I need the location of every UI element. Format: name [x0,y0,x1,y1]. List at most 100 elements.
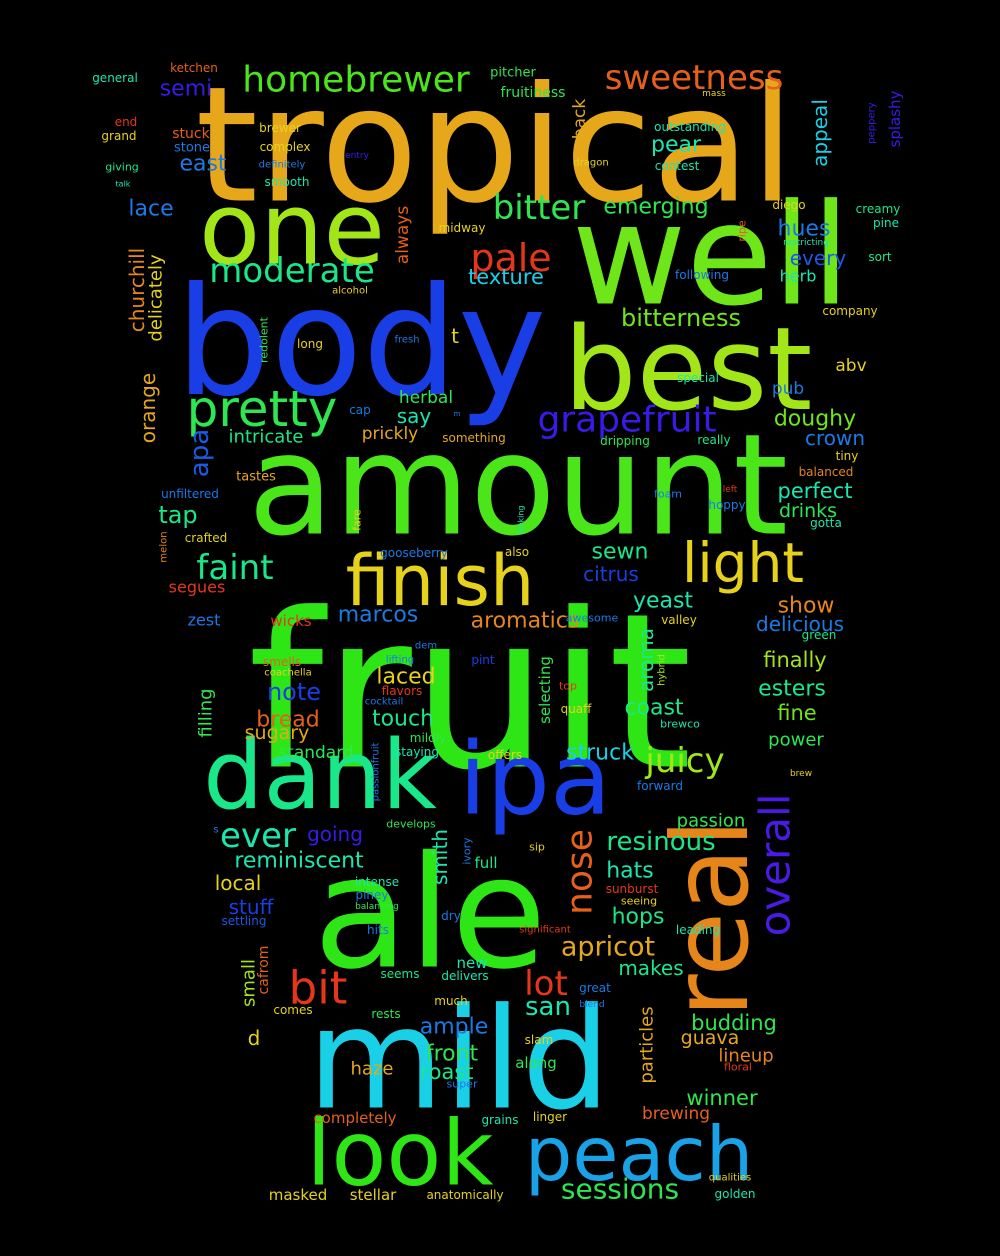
word-stellar: stellar [350,1186,397,1204]
word-d: d [248,1026,261,1050]
word-fresh: fresh [394,335,419,346]
word-floral: floral [724,1061,752,1074]
word-herbal: herbal [399,388,453,408]
word-great: great [579,981,611,995]
word-sessions: sessions [561,1173,679,1206]
word-amount: amount [248,405,788,568]
word-power: power [768,730,824,751]
word-stone: stone [174,141,210,156]
word-settling: settling [222,914,267,928]
word-hits: hits [367,923,389,937]
word-general: general [92,71,138,85]
word-staying: staying [395,745,439,759]
word-fruitiness: fruitiness [501,85,566,101]
word-super: super [447,1078,478,1091]
word-cafrom: cafrom [256,946,272,995]
word-lifting: lifting [386,655,414,666]
word-dripping: dripping [600,434,650,448]
word-texture: texture [468,265,544,289]
word-always: always [393,206,413,265]
word-slam: slam [525,1033,554,1047]
word-balancing: balancing [355,902,399,912]
word-east: east [179,152,226,177]
word-prickly: prickly [362,424,418,444]
word-anatomically: anatomically [426,1188,503,1202]
word-grand: grand [101,129,136,143]
word-orange: orange [136,373,160,443]
word-body: body [176,256,547,430]
word-completely: completely [313,1109,396,1127]
word-dem: dem [415,641,437,652]
word-sip: sip [529,841,545,854]
word-awesome: awesome [566,612,619,625]
word-look: look [306,1102,493,1207]
word-much: much [434,994,468,1008]
word-small: small [239,959,260,1007]
word-redolent: redolent [258,316,271,363]
word-talk: talk [116,180,131,189]
word-standard: standard [278,743,353,763]
word-sweetness: sweetness [605,58,784,98]
word-crafted: crafted [185,531,228,545]
word-bread: bread [256,708,320,733]
word-melon: melon [159,531,170,562]
word-passion: passion [677,811,746,832]
word-looking: looking [517,505,526,534]
word-restricting: restricting [783,238,829,248]
word-going: going [307,822,363,846]
word-faint: faint [196,548,273,588]
word-seeing: seeing [621,895,657,908]
word-along: along [515,1054,557,1072]
word-segues: segues [169,578,226,597]
word-hats: hats [606,859,654,884]
word-brew: brew [790,769,812,779]
word-stuff: stuff [229,895,275,919]
word-note: note [267,678,321,706]
word-giving: giving [105,161,139,174]
word-creamy: creamy [856,202,901,216]
word-alcohol: alcohol [332,286,368,297]
word-ripe: ripe [736,220,749,242]
word-makes: makes [618,956,683,980]
word-pretty: pretty [187,380,338,438]
word-moderate: moderate [209,251,374,291]
word-lace: lace [128,197,173,222]
word-hoppy: hoppy [708,498,745,512]
word-sugary: sugary [245,722,310,744]
word-brewer: brewer [259,121,301,135]
word-hues: hues [778,217,831,242]
word-selecting: selecting [536,656,554,724]
word-forward: forward [637,779,683,793]
word-peach: peach [525,1110,753,1198]
word-best: best [564,303,813,437]
word-coachella: coachella [264,668,311,679]
word-haze: haze [351,1059,394,1080]
word-following: following [675,268,729,282]
word-citrus: citrus [583,562,639,586]
word-juicy: juicy [644,741,724,781]
word-zest: zest [188,611,221,630]
word-m: m [454,410,461,418]
word-significant: significant [519,925,571,936]
word-sort: sort [868,250,892,264]
word-back: back [570,99,590,140]
word-pale: pale [470,236,551,280]
word-smells: smells [263,655,301,669]
word-top: top [559,680,577,693]
word-smith: smith [428,829,452,885]
word-diego: diego [772,198,805,212]
word-well: well [572,175,850,338]
word-light: light [682,531,804,595]
word-dry: dry [441,909,461,923]
word-marcos: marcos [338,603,419,628]
word-long: long [297,337,323,351]
word-smooth: smooth [265,175,310,189]
word-left: left [723,485,738,495]
word-sunburst: sunburst [606,882,659,896]
word-end: end [115,115,138,129]
word-struck: struck [566,741,634,766]
word-peppery: peppery [867,102,878,143]
word-tastes: tastes [236,470,276,485]
